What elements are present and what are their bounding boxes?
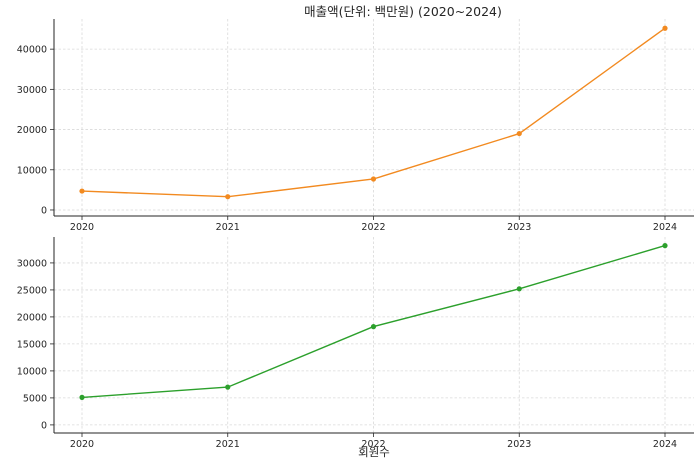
x-tick-label: 2024 — [653, 439, 677, 450]
x-tick-label: 2020 — [70, 222, 94, 233]
data-point — [370, 324, 377, 330]
y-tick-label: 0 — [41, 420, 47, 431]
series-line — [81, 27, 666, 198]
x-tick-label: 2022 — [361, 222, 385, 233]
y-tick-label: 20000 — [17, 312, 47, 323]
y-tick-label: 20000 — [17, 125, 47, 136]
y-tick-label: 25000 — [17, 285, 47, 296]
y-tick-label: 10000 — [17, 165, 47, 176]
series-line — [81, 244, 666, 399]
y-tick-label: 40000 — [17, 45, 47, 56]
y-tick-label: 30000 — [17, 85, 47, 96]
data-point — [662, 25, 668, 31]
x-tick-label: 2021 — [216, 439, 240, 450]
data-point — [516, 130, 522, 137]
y-tick-label: 5000 — [23, 393, 47, 404]
data-point — [516, 286, 522, 292]
x-tick-label: 2022 — [361, 439, 385, 450]
y-tick-label: 10000 — [17, 366, 47, 377]
x-tick-label: 2023 — [507, 222, 531, 233]
x-tick-label: 2023 — [507, 439, 531, 450]
x-tick-label: 2024 — [653, 222, 677, 233]
y-tick-label: 15000 — [17, 339, 47, 350]
x-tick-label: 2021 — [216, 222, 240, 233]
data-point — [225, 194, 231, 200]
panel-revenue: 0 10000 20000 30000 40000 2020 2021 2022 2023 202… — [17, 19, 694, 233]
data-point — [79, 394, 85, 400]
data-point — [662, 243, 668, 249]
data-point — [370, 176, 377, 182]
x-axis-label: 회원수 — [358, 445, 390, 459]
y-tick-label: 0 — [41, 205, 47, 216]
y-tick-label: 30000 — [17, 258, 47, 269]
data-point — [79, 188, 85, 194]
panel-members: 0 5000 10000 15000 20000 25000 30000 2020 2021 20… — [17, 237, 694, 450]
data-point — [225, 384, 231, 390]
x-tick-label: 2020 — [70, 439, 94, 450]
chart-title: 매출액(단위: 백만원) (2020~2024) — [304, 4, 502, 19]
